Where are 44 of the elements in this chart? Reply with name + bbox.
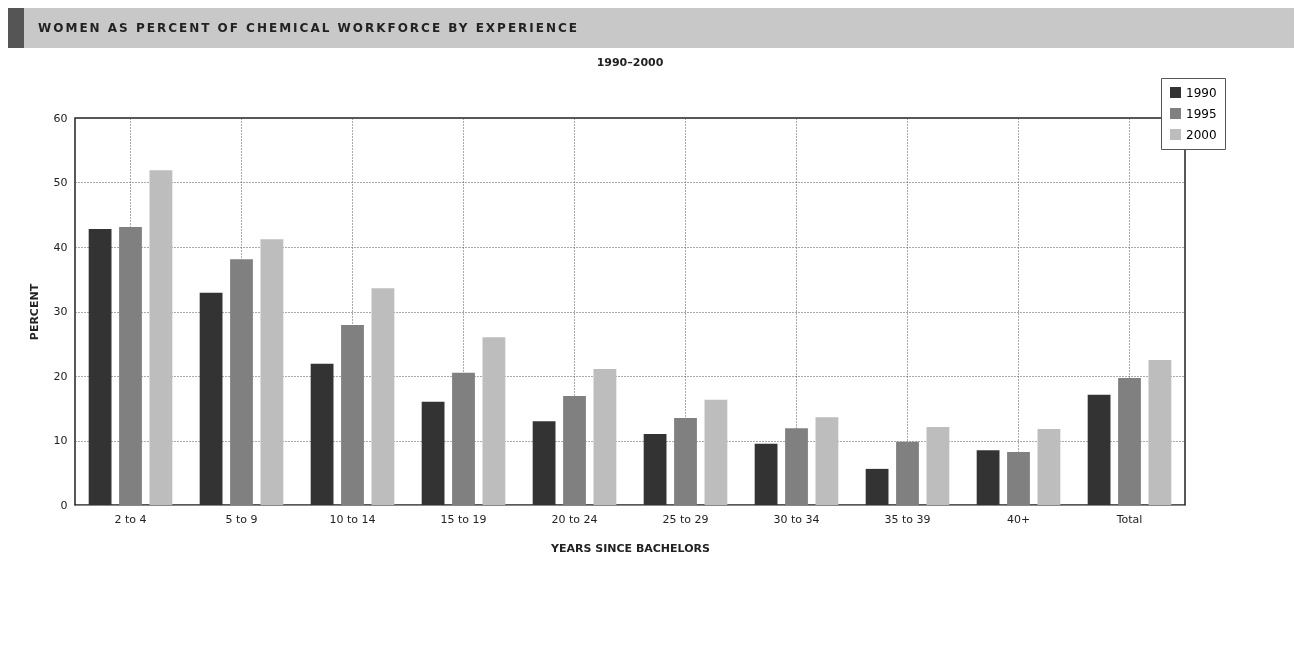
legend-label: 1990	[1186, 85, 1217, 100]
x-tick-label: 25 to 29	[662, 512, 709, 526]
bar	[754, 443, 778, 505]
bar	[260, 239, 284, 505]
bar	[1087, 394, 1111, 505]
x-tick-label: Total	[1115, 512, 1143, 526]
x-tick-label: 2 to 4	[114, 512, 147, 526]
x-tick-label: 10 to 14	[329, 512, 376, 526]
bar	[88, 228, 112, 505]
y-tick-label: 50	[53, 176, 68, 189]
legend-label: 1995	[1186, 106, 1217, 121]
y-tick-label: 30	[53, 305, 68, 318]
bar	[482, 337, 506, 505]
bar	[976, 450, 1000, 505]
x-tick-label: 5 to 9	[225, 512, 258, 526]
bar	[865, 468, 889, 505]
bar	[704, 399, 728, 505]
bar	[149, 170, 173, 505]
y-tick-label: 10	[53, 434, 68, 447]
bar	[815, 417, 839, 505]
bar	[371, 288, 395, 505]
y-axis-title: PERCENT	[27, 283, 41, 341]
y-tick-label: 60	[53, 111, 68, 125]
x-axis-title: YEARS SINCE BACHELORS	[550, 541, 711, 555]
bar	[310, 363, 334, 505]
y-tick-label: 0	[60, 498, 68, 512]
bar	[421, 401, 445, 505]
y-tick-label: 20	[53, 369, 68, 383]
x-tick-label: 40+	[1006, 512, 1031, 526]
bar	[926, 426, 950, 505]
chart-subtitle: 1990–2000	[596, 55, 664, 69]
chart-title: WOMEN AS PERCENT OF CHEMICAL WORKFORCE BY EXPERIENCE	[8, 8, 1294, 48]
y-tick-label: 40	[53, 240, 68, 254]
bar	[532, 421, 556, 505]
bar	[1148, 359, 1172, 505]
bar	[593, 368, 617, 505]
x-tick-label: 35 to 39	[884, 512, 931, 526]
x-tick-label: 30 to 34	[773, 512, 820, 526]
bar	[199, 292, 223, 505]
bar	[1037, 428, 1061, 505]
x-tick-label: 15 to 19	[440, 512, 487, 526]
x-tick-label: 20 to 24	[551, 512, 598, 526]
bar	[643, 434, 667, 505]
legend-label: 2000	[1186, 127, 1217, 142]
